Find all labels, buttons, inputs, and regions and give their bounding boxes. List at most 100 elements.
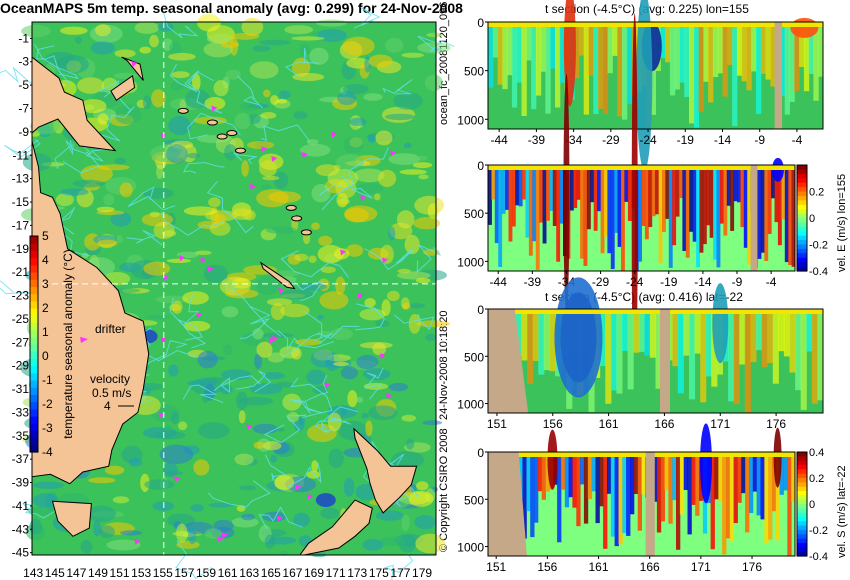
section-colorbar-segment [797, 504, 807, 509]
anomaly-patch [403, 142, 412, 149]
anomaly-patch [404, 234, 420, 255]
anomaly-patch [275, 381, 294, 388]
anomaly-patch [33, 481, 64, 489]
anomaly-patch [149, 211, 160, 218]
section-cell [515, 309, 522, 357]
contour-line [282, 325, 360, 358]
section-cell [672, 452, 677, 501]
section-cell [555, 22, 561, 108]
anomaly-patch [213, 519, 234, 533]
section-cell [556, 165, 561, 262]
section-cell [658, 165, 663, 264]
section-colorbar-segment [797, 478, 807, 483]
section-cell [656, 452, 662, 533]
section-xtick-label: 161 [589, 560, 609, 574]
drifter-marker [158, 412, 165, 419]
section-cell [572, 452, 577, 508]
anomaly-patch [144, 479, 175, 490]
section-feature [563, 73, 570, 314]
section-cell [714, 452, 719, 500]
section-cell [772, 309, 779, 384]
anomaly-patch [213, 80, 229, 97]
section-colorbar-tick-label: 0.2 [809, 473, 824, 485]
colorbar-segment [30, 336, 38, 345]
section-cell [542, 165, 547, 244]
section-cell [532, 165, 537, 242]
colorbar-segment [30, 293, 38, 302]
anomaly-patch [239, 396, 274, 406]
section-ytick-label: 500 [464, 493, 484, 507]
map-ytick-label: -25 [12, 312, 30, 326]
section-cell [788, 165, 793, 265]
section-cell [687, 452, 692, 535]
section-xtick-label: -19 [660, 275, 678, 289]
contour-line [160, 211, 225, 236]
velocity-annotation: velocity [90, 372, 130, 386]
anomaly-patch [280, 303, 310, 318]
anomaly-patch [378, 536, 406, 547]
anomaly-patch [298, 417, 306, 426]
anomaly-patch [378, 169, 397, 187]
section-cell [662, 165, 666, 232]
section-xtick-label: -39 [524, 275, 542, 289]
section-colorbar-segment [797, 538, 807, 544]
section-cell [668, 165, 673, 268]
contour-line [169, 63, 214, 92]
anomaly-patch [294, 253, 309, 262]
anomaly-patch [368, 54, 393, 68]
section-colorbar-frame [796, 451, 808, 557]
section-cell [515, 165, 520, 206]
section-colorbar-frame [796, 164, 808, 272]
anomaly-patch [337, 91, 357, 105]
anomaly-patch [310, 349, 335, 368]
anomaly-patch [153, 430, 186, 440]
drifter-marker [207, 266, 214, 273]
section-cell [595, 452, 600, 524]
section-colorbar-tick-label: -0.2 [809, 525, 828, 537]
anomaly-patch [202, 392, 209, 404]
section-cell [700, 309, 707, 403]
anomaly-patch [194, 250, 212, 255]
colorbar-frame [29, 235, 39, 453]
colorbar-segment [30, 257, 38, 266]
section-ytick-label: 1000 [457, 541, 484, 555]
anomaly-patch [221, 306, 239, 318]
anomaly-patch [381, 299, 391, 316]
section-cell [527, 309, 534, 384]
section-cell [784, 22, 790, 115]
section-cell [603, 452, 608, 549]
anomaly-patch [192, 73, 201, 92]
drifter-marker [301, 151, 308, 158]
section-cell [532, 309, 539, 361]
anomaly-patch [401, 52, 424, 58]
map-xtick-label: 155 [153, 566, 173, 580]
section-cell [624, 165, 629, 202]
map-xtick-label: 159 [196, 566, 216, 580]
section-cell [598, 22, 604, 109]
section-cell [691, 452, 696, 505]
anomaly-patch [97, 164, 130, 171]
anomaly-patch [171, 71, 190, 79]
anomaly-patch [116, 235, 123, 244]
anomaly-patch [256, 189, 289, 208]
contour-line [290, 377, 333, 419]
anomaly-patch [425, 333, 437, 342]
section-cell [668, 452, 673, 524]
anomaly-patch [292, 72, 325, 82]
contour-line [355, 303, 385, 331]
anomaly-patch [55, 193, 74, 207]
section-cell [545, 452, 550, 492]
anomaly-patch [143, 261, 171, 276]
colorbar-tick-label: -2 [42, 397, 53, 411]
section-cell [535, 165, 540, 270]
section-cell [702, 165, 707, 245]
section-cell [665, 22, 671, 63]
section-t-lon155-frame [487, 21, 824, 130]
section-cell [781, 165, 786, 220]
anomaly-patch [114, 157, 127, 165]
anomaly-patch [328, 448, 344, 469]
section-colorbar-tick-label: 0.2 [809, 187, 824, 199]
anomaly-patch [311, 222, 320, 230]
section-colorbar-segment [797, 469, 807, 475]
contour-line [264, 454, 287, 481]
